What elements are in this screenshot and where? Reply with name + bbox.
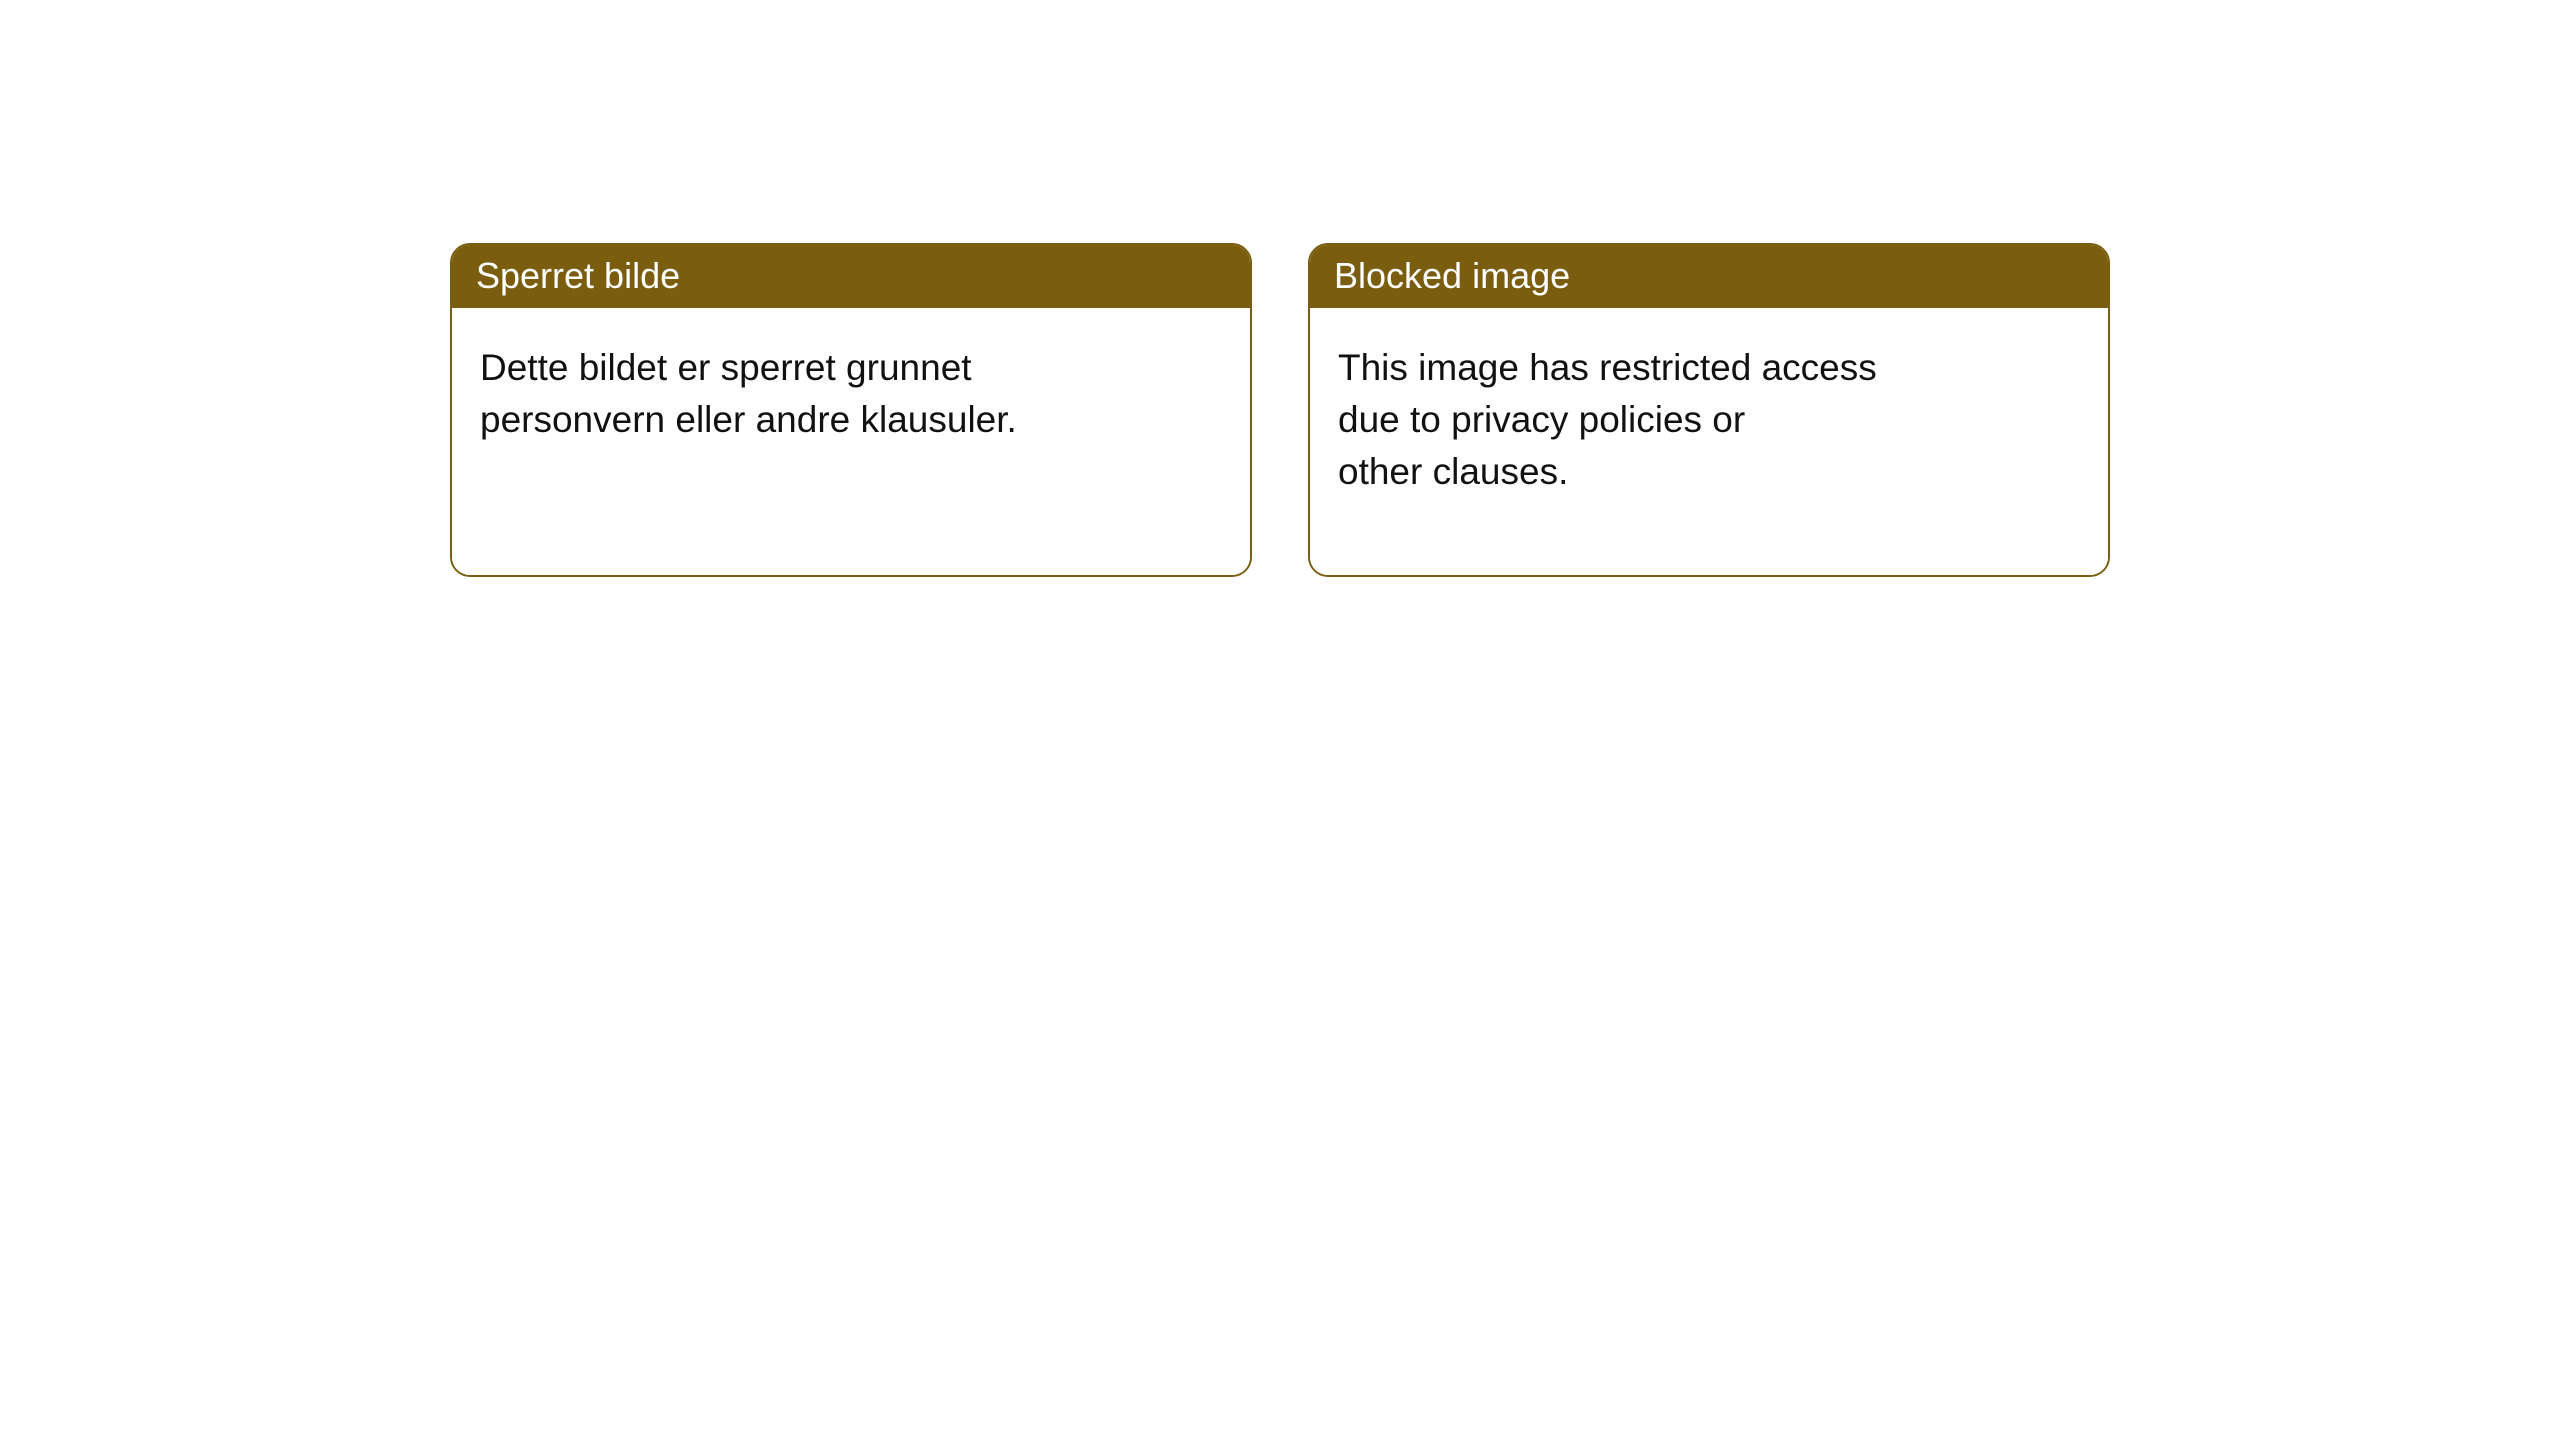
- notice-card-body: This image has restricted access due to …: [1310, 308, 2108, 575]
- notice-card-no: Sperret bilde Dette bildet er sperret gr…: [450, 243, 1252, 577]
- notice-card-title: Blocked image: [1310, 245, 2108, 308]
- notice-card-title: Sperret bilde: [452, 245, 1250, 308]
- notice-card-en: Blocked image This image has restricted …: [1308, 243, 2110, 577]
- notice-card-container: Sperret bilde Dette bildet er sperret gr…: [0, 0, 2560, 577]
- notice-card-body: Dette bildet er sperret grunnet personve…: [452, 308, 1250, 575]
